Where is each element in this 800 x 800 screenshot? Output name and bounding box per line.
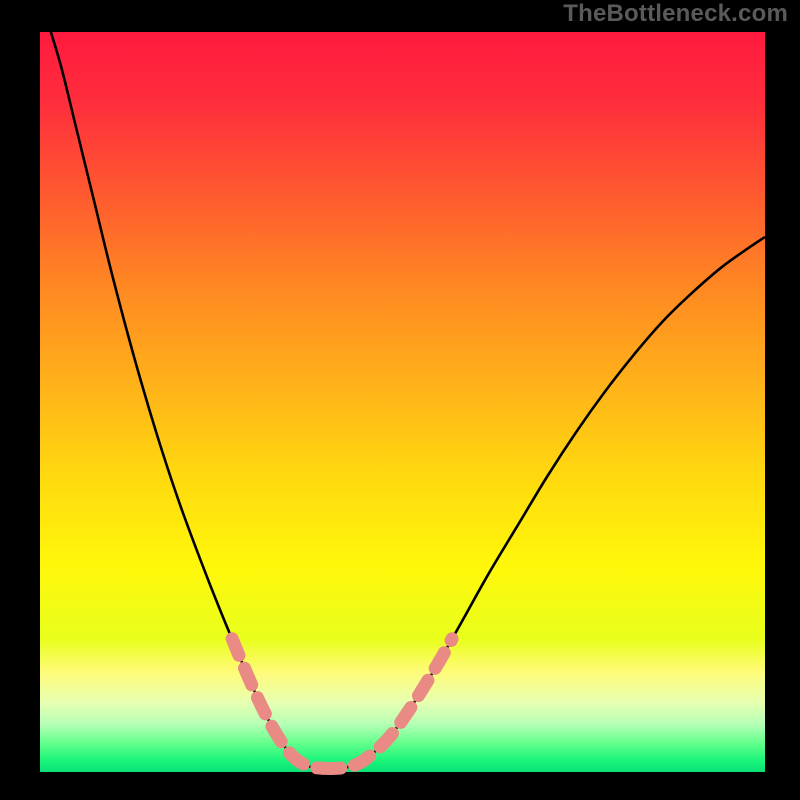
plot-background [40,32,765,772]
watermark-text: TheBottleneck.com [563,0,788,28]
bottleneck-chart [0,0,800,800]
chart-stage: TheBottleneck.com [0,0,800,800]
